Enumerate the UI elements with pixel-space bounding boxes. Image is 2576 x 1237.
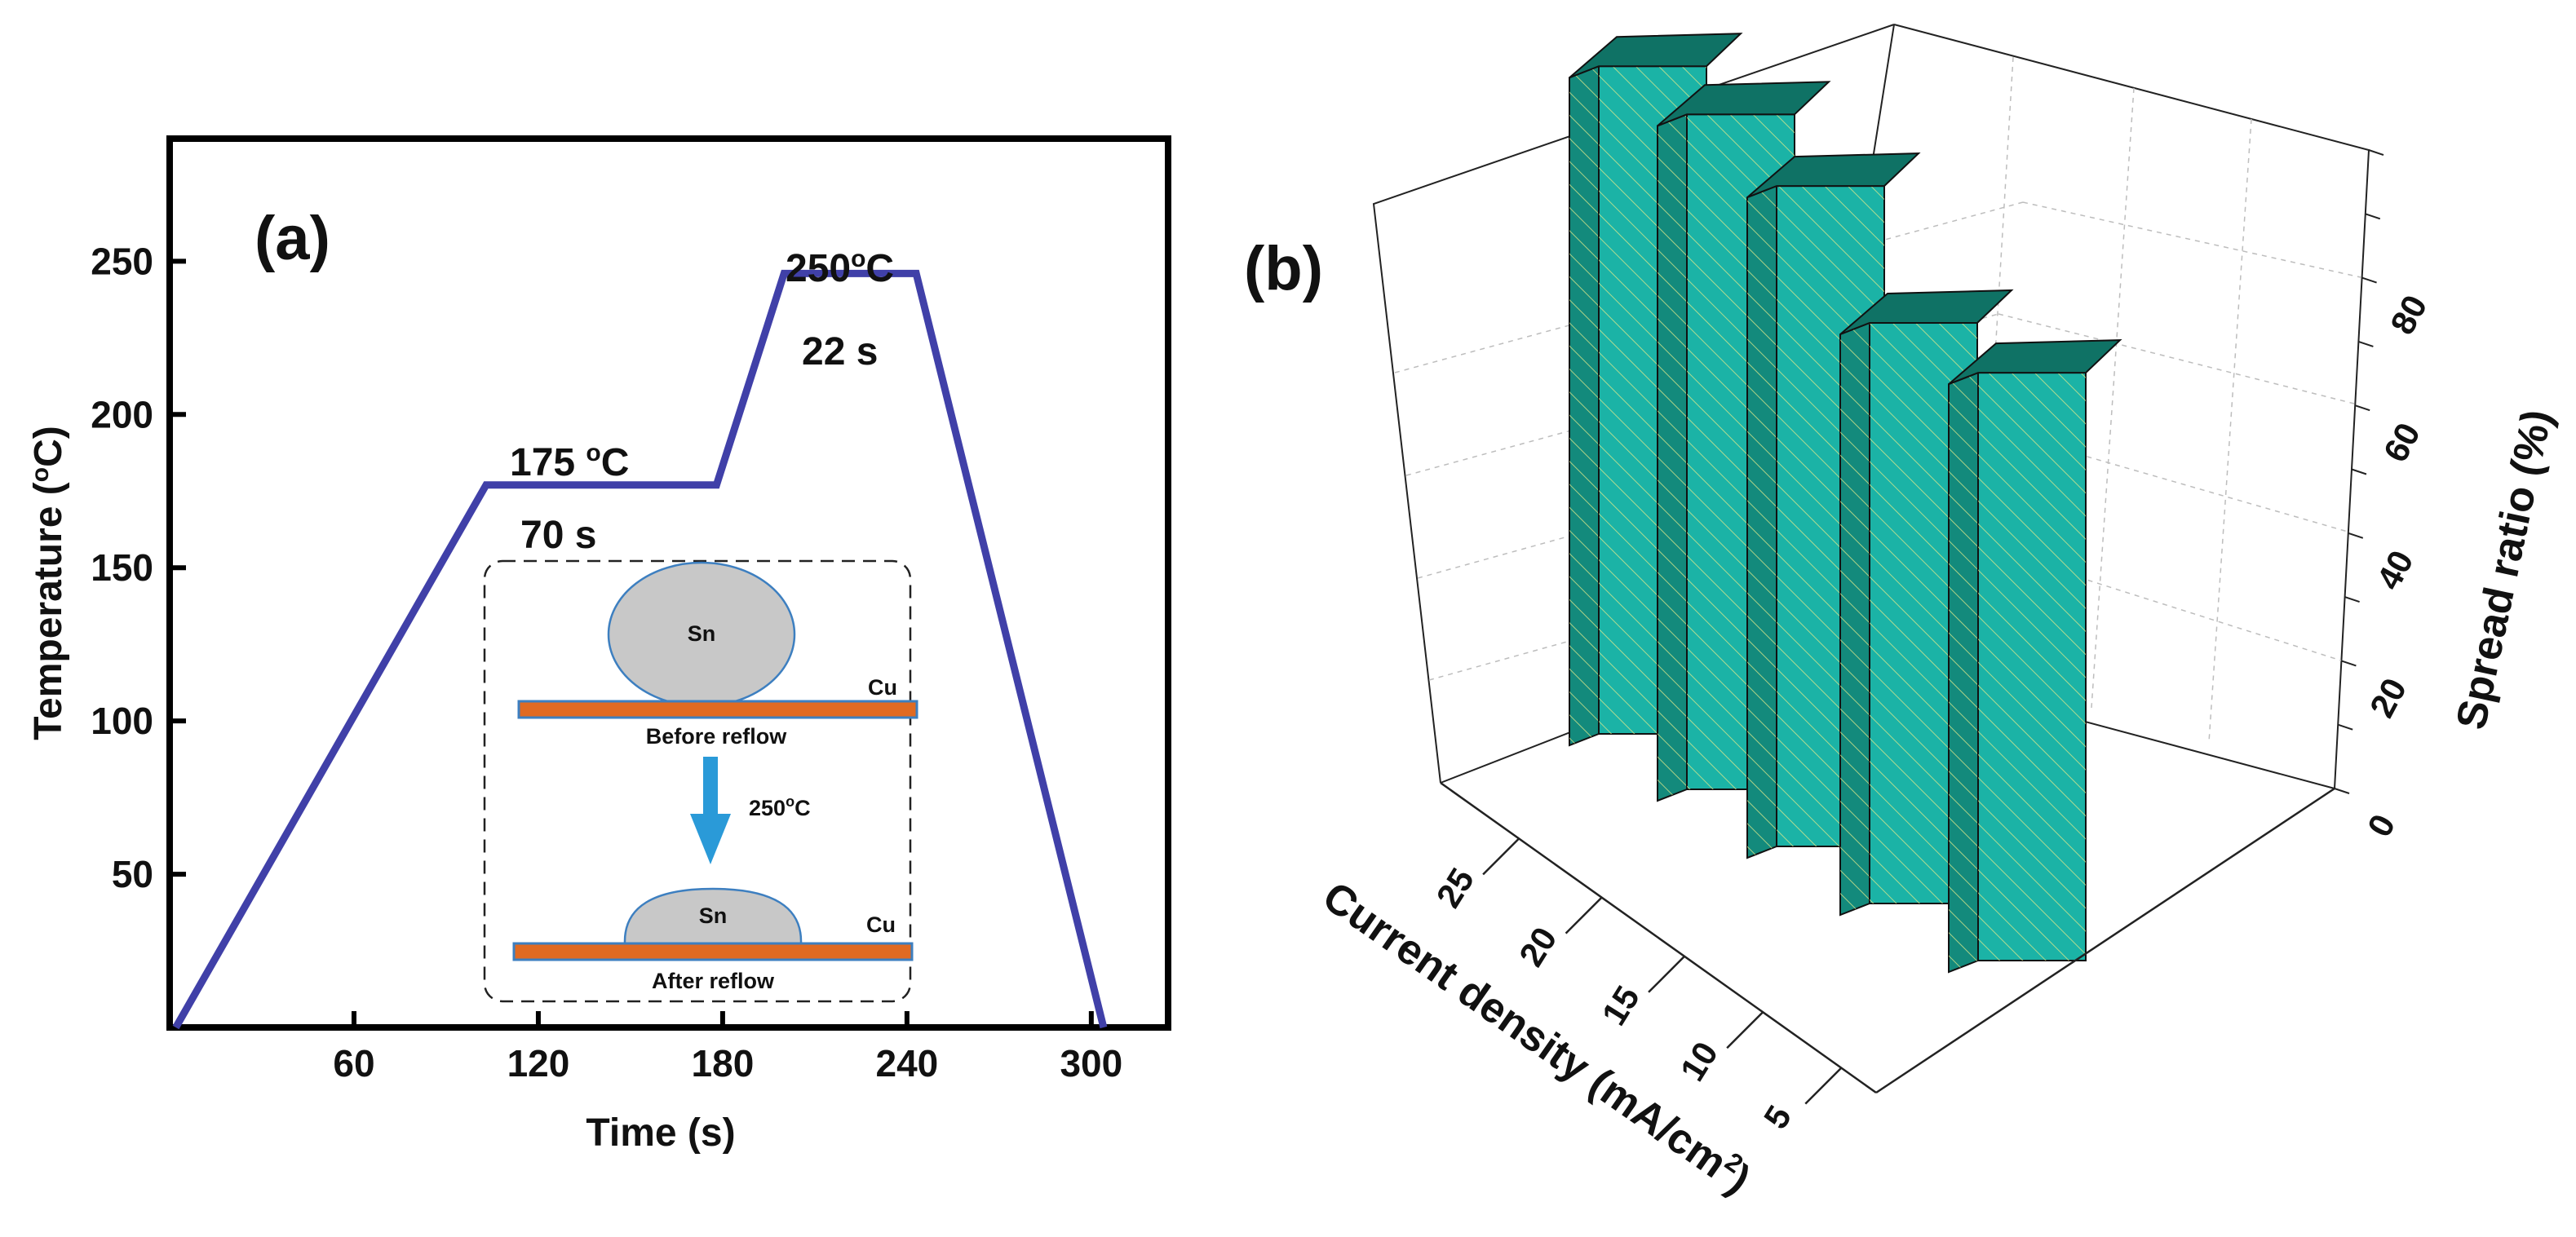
gridline <box>2208 118 2252 743</box>
z-tick-b <box>2334 788 2350 794</box>
plot-frame-a <box>166 135 1171 1031</box>
x-tick-label-a: 300 <box>1060 1042 1122 1085</box>
y-tick-label-a: 50 <box>112 853 153 895</box>
x-tick-b <box>1648 955 1685 993</box>
solder-label-before: Sn <box>688 621 716 646</box>
x-tick-b <box>1482 837 1520 876</box>
panel-label-b: (b) <box>1244 234 1323 303</box>
substrate-label-after: Cu <box>866 912 896 937</box>
gridline <box>1998 313 2355 404</box>
front-axes <box>1440 781 2335 1094</box>
z-tick-b <box>2344 596 2360 603</box>
x-tick-label-a: 120 <box>507 1042 570 1085</box>
gridline <box>1428 535 1949 681</box>
x-tick-b <box>1565 896 1603 934</box>
bar-side-hatch <box>1658 114 1687 802</box>
y-tick-label-a: 100 <box>91 700 153 742</box>
z-tick-b <box>2348 532 2364 539</box>
inset-frame <box>483 559 912 1003</box>
z-tick-b <box>2361 276 2377 284</box>
after-reflow-caption: After reflow <box>652 969 775 993</box>
z-tick-label-b: 60 <box>2376 417 2428 468</box>
x-tick-label-b: 5 <box>1756 1099 1799 1136</box>
y-axis-title-a: Temperature (oC) <box>27 426 70 740</box>
peak-temperature-label: 250oC <box>786 245 894 290</box>
z-tick-b <box>2337 723 2353 731</box>
substrate-label-before: Cu <box>868 675 897 700</box>
current-density-axis-line <box>1440 781 1877 1094</box>
z-axis-title-b: Spread ratio (%) <box>2448 405 2562 733</box>
bar-top-face <box>1569 33 1743 79</box>
bar-5 <box>1948 339 2122 974</box>
z-tick-label-b: 0 <box>2360 808 2402 843</box>
solder-after <box>623 887 803 945</box>
arrow-temperature-label: 250oC <box>749 793 811 820</box>
substrate-after <box>512 942 914 961</box>
reflow-inset: Sn Cu Before reflow 250oC Sn Cu After re… <box>483 559 918 1003</box>
gridline <box>2022 201 2361 278</box>
x-tick-label-a: 240 <box>876 1042 939 1085</box>
bar-side-hatch <box>1949 373 1978 973</box>
a-ticks: 60 120 180 240 300 50 100 150 200 250 <box>91 240 1122 1085</box>
bar-side-hatch <box>1569 66 1599 745</box>
x-tick-label-b: 10 <box>1673 1035 1726 1088</box>
z-tick-label-b: 20 <box>2362 672 2414 723</box>
floor-front-edge <box>1875 787 2335 1094</box>
gridline <box>1973 423 2348 532</box>
gridline <box>2091 87 2135 709</box>
before-reflow-caption: Before reflow <box>646 724 788 749</box>
x-tick-label-b: 15 <box>1594 979 1647 1032</box>
solder-label-after: Sn <box>699 903 728 928</box>
x-tick-label-b: 20 <box>1512 921 1565 974</box>
soak-time-label: 70 s <box>520 514 596 557</box>
b-bars <box>1569 33 2122 974</box>
z-tick-b <box>2368 149 2384 156</box>
y-tick-label-a: 250 <box>91 240 153 282</box>
x-tick-b <box>1726 1011 1764 1049</box>
reflow-profile-line <box>172 269 1108 1030</box>
panel-a: 60 120 180 240 300 50 100 150 200 250 (a) Time (s… <box>27 135 1171 1155</box>
z-tick-b <box>2365 213 2381 220</box>
x-tick-label-b: 25 <box>1429 861 1482 914</box>
z-tick-b <box>2354 404 2370 412</box>
y-tick-label-a: 200 <box>91 393 153 435</box>
peak-time-label: 22 s <box>802 330 878 373</box>
soak-temperature-label: 175 oC <box>510 440 629 484</box>
z-tick-label-b: 80 <box>2383 289 2434 340</box>
bar-side-hatch <box>1840 323 1870 915</box>
z-tick-b <box>2358 340 2374 347</box>
panel-label-a: (a) <box>255 204 330 273</box>
y-tick-label-a: 150 <box>91 546 153 589</box>
z-tick-b <box>2341 660 2357 667</box>
x-tick-label-a: 180 <box>692 1042 755 1085</box>
z-tick-b <box>2351 468 2367 475</box>
x-tick-label-a: 60 <box>333 1042 374 1085</box>
bar-front-hatch <box>1978 373 2086 961</box>
arrow-shaft <box>703 757 718 817</box>
x-tick-b <box>1804 1067 1843 1105</box>
substrate-before <box>517 700 918 719</box>
z-tick-label-b: 40 <box>2369 544 2420 595</box>
x-axis-title-a: Time (s) <box>586 1111 735 1155</box>
bar-top-face <box>1657 81 1831 127</box>
bar-top-face <box>1839 289 2014 335</box>
down-arrow-icon <box>690 814 731 864</box>
bar-top-face <box>1948 339 2122 386</box>
bar-side-hatch <box>1747 186 1777 859</box>
bar-top-face <box>1746 152 1921 199</box>
